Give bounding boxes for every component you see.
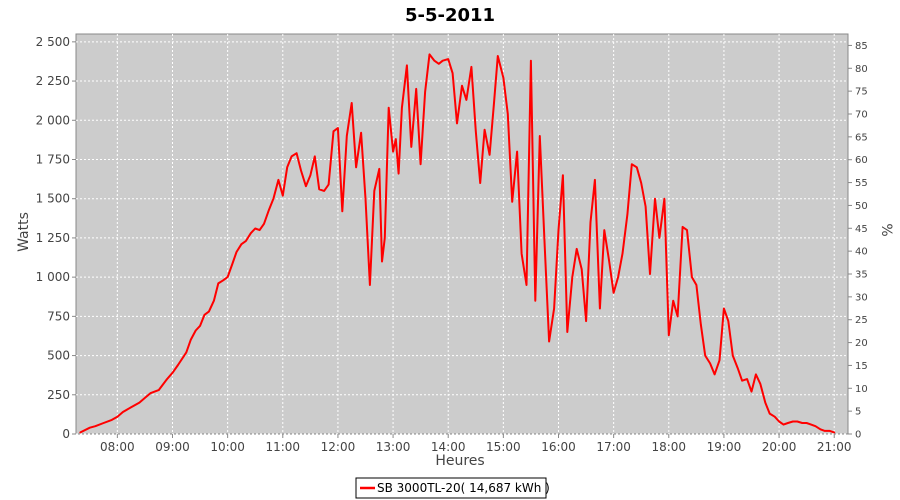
y2-tick-label: 80: [855, 64, 868, 75]
y-tick-label: 1 000: [36, 270, 70, 284]
x-tick-label: 10:00: [210, 440, 245, 454]
y-tick-label: 1 500: [36, 192, 70, 206]
y-tick-label: 1 250: [36, 231, 70, 245]
y2-tick-label: 60: [855, 155, 868, 166]
y-tick-label: 2 500: [36, 35, 70, 49]
x-tick-label: 15:00: [486, 440, 521, 454]
y-axis-label: Watts: [16, 212, 32, 252]
series-line-0: [79, 53, 836, 434]
chart-title: 5-5-2011: [405, 5, 495, 26]
y2-tick-label: 35: [855, 270, 868, 281]
y2-tick-label: 25: [855, 315, 868, 326]
y2-tick-label: 15: [855, 361, 868, 372]
x-tick-label: 09:00: [155, 440, 190, 454]
y2-tick-label: 20: [855, 338, 868, 349]
y-tick-label: 2 000: [36, 113, 70, 127]
y-tick-label: 1 750: [36, 152, 70, 166]
y-tick-label: 250: [47, 388, 70, 402]
y2-tick-label: 45: [855, 224, 868, 235]
left-axis: 0 250 500 750 1 000 1 250 1 500 1 750 2 000 2 250…: [36, 35, 76, 441]
y2-tick-label: 5: [855, 407, 861, 418]
x-axis: 08:00 09:00 10:00 11:00 12:00 13:00 14:00 15:00…: [100, 434, 852, 454]
y-tick-label: 0: [62, 427, 70, 441]
y-tick-label: 500: [47, 349, 70, 363]
y2-tick-label: 0: [855, 430, 861, 441]
y2-tick-label: 65: [855, 132, 868, 143]
y2-tick-label: 30: [855, 292, 868, 303]
y2-tick-label: 10: [855, 384, 868, 395]
x-axis-label: Heures: [435, 453, 484, 469]
x-tick-label: 11:00: [265, 440, 300, 454]
y2-axis-label: %: [878, 223, 894, 236]
x-tick-label: 20:00: [762, 440, 797, 454]
series-layer: [79, 53, 836, 434]
right-axis: 0 5 10 15 20 25 30 35 40 45 50 55 60 65 70 75 80 85: [848, 41, 868, 441]
x-tick-label: 08:00: [100, 440, 135, 454]
y2-tick-label: 50: [855, 201, 868, 212]
x-tick-label: 14:00: [431, 440, 466, 454]
x-tick-label: 12:00: [321, 440, 356, 454]
y2-tick-label: 55: [855, 178, 868, 189]
y2-tick-label: 85: [855, 41, 868, 52]
x-tick-label: 18:00: [651, 440, 686, 454]
y-tick-label: 750: [47, 309, 70, 323]
x-tick-label: 16:00: [541, 440, 576, 454]
plot-area: [75, 33, 849, 435]
y2-tick-label: 75: [855, 87, 868, 98]
y-tick-label: 2 250: [36, 74, 70, 88]
legend-label: SB 3000TL-20( 14,687 kWh ): [377, 481, 550, 495]
legend-box: [355, 477, 547, 499]
y2-tick-label: 70: [855, 110, 868, 121]
x-tick-label: 17:00: [596, 440, 631, 454]
legend: SB 3000TL-20( 14,687 kWh ): [355, 477, 550, 499]
x-tick-label: 13:00: [376, 440, 411, 454]
x-tick-label: 19:00: [707, 440, 742, 454]
y2-tick-label: 40: [855, 247, 868, 258]
x-tick-label: 21:00: [817, 440, 852, 454]
